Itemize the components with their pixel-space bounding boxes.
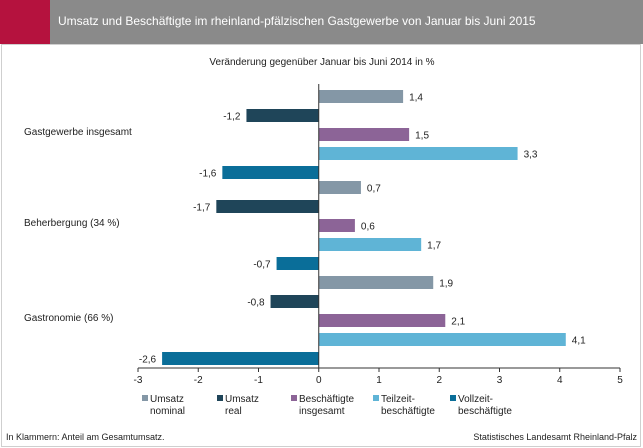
bar <box>276 257 319 270</box>
legend-label: beschäftigte <box>458 406 512 417</box>
bar <box>246 109 319 122</box>
data-label: -1,7 <box>193 203 211 214</box>
legend-label: beschäftigte <box>381 406 435 417</box>
data-label: 1,4 <box>409 93 423 104</box>
category-label: Gastronomie (66 %) <box>24 313 113 324</box>
data-label: 0,6 <box>361 222 375 233</box>
data-label: -0,7 <box>253 260 271 271</box>
bar <box>216 200 319 213</box>
bar <box>318 147 518 160</box>
chart-frame <box>1 44 641 447</box>
legend-label: Teilzeit- <box>381 394 415 405</box>
data-label: 1,5 <box>415 131 429 142</box>
data-label: -2,6 <box>139 355 157 366</box>
bar <box>270 295 319 308</box>
bar <box>318 314 446 327</box>
legend-swatch <box>291 395 297 401</box>
x-tick-label: 5 <box>617 375 623 386</box>
bar <box>222 166 319 179</box>
data-label: 1,7 <box>427 241 441 252</box>
legend-swatch <box>217 395 223 401</box>
bar <box>318 90 404 103</box>
x-tick-label: 1 <box>376 375 382 386</box>
legend-swatch <box>450 395 456 401</box>
bar <box>162 352 319 365</box>
legend-swatch <box>142 395 148 401</box>
legend-label: nominal <box>150 406 185 417</box>
category-label: Beherbergung (34 %) <box>24 218 120 229</box>
bar <box>318 219 355 232</box>
legend-label: real <box>225 406 242 417</box>
x-tick-label: -2 <box>194 375 203 386</box>
bar <box>318 238 422 251</box>
legend-label: Beschäftigte <box>299 394 354 405</box>
category-label: Gastgewerbe insgesamt <box>24 127 132 138</box>
footnote: In Klammern: Anteil am Gesamtumsatz. <box>6 432 165 442</box>
chart-title: Umsatz und Beschäftigte im rheinland-pfä… <box>58 14 536 28</box>
data-label: -1,2 <box>223 112 241 123</box>
header-bar <box>50 0 643 44</box>
x-tick-label: 4 <box>557 375 563 386</box>
bar <box>318 333 566 346</box>
data-label: 4,1 <box>572 336 586 347</box>
bar <box>318 128 410 141</box>
data-label: -0,8 <box>247 298 265 309</box>
x-tick-label: 2 <box>436 375 442 386</box>
legend-swatch <box>373 395 379 401</box>
x-tick-label: 3 <box>497 375 503 386</box>
legend-label: Umsatz <box>225 394 259 405</box>
x-tick-label: 0 <box>316 375 322 386</box>
data-label: 1,9 <box>439 279 453 290</box>
source-note: Statistisches Landesamt Rheinland-Pfalz <box>473 432 637 442</box>
x-tick-label: -3 <box>134 375 143 386</box>
data-label: 2,1 <box>451 317 465 328</box>
x-tick-label: -1 <box>254 375 263 386</box>
data-label: 0,7 <box>367 184 381 195</box>
legend-label: Vollzeit- <box>458 394 493 405</box>
chart-subtitle: Veränderung gegenüber Januar bis Juni 20… <box>209 57 434 68</box>
legend-label: insgesamt <box>299 406 345 417</box>
bar <box>318 276 434 289</box>
header-accent <box>0 0 50 44</box>
data-label: 3,3 <box>524 150 538 161</box>
legend-label: Umsatz <box>150 394 184 405</box>
bar <box>318 181 361 194</box>
data-label: -1,6 <box>199 169 217 180</box>
